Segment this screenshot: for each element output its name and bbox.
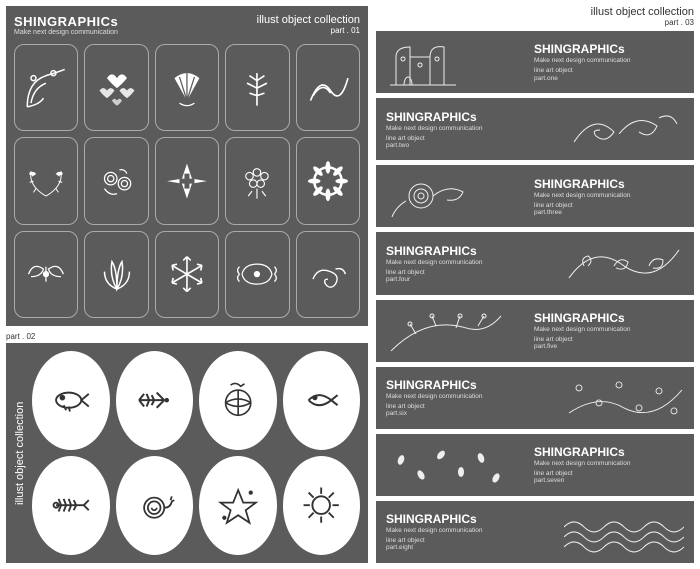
tile-laurel-wreath	[14, 137, 78, 224]
banner-text: SHINGRAPHICs Make next design communicat…	[386, 512, 536, 551]
banner-sub: line art objectpart.seven	[534, 470, 684, 484]
wave-pattern-icon	[564, 501, 684, 563]
banner-3: SHINGRAPHICs Make next design communicat…	[376, 165, 694, 227]
panel-02-wrap: part . 02 illust object collection	[6, 332, 368, 563]
banner-text: SHINGRAPHICs Make next design communicat…	[534, 445, 684, 484]
banner-brand: SHINGRAPHICs	[386, 378, 536, 392]
banner-sub: line art objectpart.four	[386, 269, 536, 283]
tile-star-cross	[155, 137, 219, 224]
right-column: illust object collection part . 03 SHING…	[376, 6, 694, 563]
rose-outline-icon	[386, 165, 506, 227]
banner-brand: SHINGRAPHICs	[386, 512, 536, 526]
banner-tagline: Make next design communication	[534, 192, 684, 199]
banner-2: SHINGRAPHICs Make next design communicat…	[376, 98, 694, 160]
banner-8: SHINGRAPHICs Make next design communicat…	[376, 501, 694, 563]
tile-plant-sprig	[225, 44, 289, 131]
left-column: SHINGRAPHICs Make next design communicat…	[6, 6, 368, 563]
tile-grid	[14, 44, 360, 318]
circle-fish-arrow	[116, 351, 193, 450]
banner-1: SHINGRAPHICs Make next design communicat…	[376, 31, 694, 93]
panel-02: illust object collection	[6, 343, 368, 563]
banner-sub: line art objectpart.five	[534, 336, 684, 350]
tile-roses	[84, 137, 148, 224]
panel-02-part: part . 02	[6, 332, 368, 341]
banner-tagline: Make next design communication	[386, 393, 536, 400]
right-collection-title: illust object collection	[376, 6, 694, 18]
banner-tagline: Make next design communication	[386, 259, 536, 266]
tile-swirl-cloud	[296, 231, 360, 318]
banner-7: SHINGRAPHICs Make next design communicat…	[376, 434, 694, 496]
brand-tagline: Make next design communication	[14, 29, 118, 36]
tile-bouquet	[225, 137, 289, 224]
banner-tagline: Make next design communication	[534, 460, 684, 467]
banner-brand: SHINGRAPHICs	[534, 177, 684, 191]
panel-01-header: SHINGRAPHICs Make next design communicat…	[14, 14, 360, 36]
tile-scroll-mirror	[14, 231, 78, 318]
banner-brand: SHINGRAPHICs	[386, 244, 536, 258]
circle-fish-simple	[283, 351, 360, 450]
banner-brand: SHINGRAPHICs	[534, 445, 684, 459]
banner-tagline: Make next design communication	[386, 125, 536, 132]
tile-ribbon-twist	[296, 44, 360, 131]
banner-list: SHINGRAPHICs Make next design communicat…	[376, 31, 694, 563]
tile-hearts-pattern	[84, 44, 148, 131]
banner-sub: line art objectpart.three	[534, 202, 684, 216]
banner-sub: line art objectpart.one	[534, 67, 684, 81]
circle-fishbone	[32, 456, 109, 555]
collection-title: illust object collection	[257, 14, 360, 26]
wind-swirls-icon	[564, 98, 684, 160]
brand-title: SHINGRAPHICs	[14, 14, 118, 29]
banner-brand: SHINGRAPHICs	[386, 110, 536, 124]
circle-sun	[283, 456, 360, 555]
banner-6: SHINGRAPHICs Make next design communicat…	[376, 367, 694, 429]
right-part-label: part . 03	[376, 18, 694, 27]
petal-scatter-icon	[386, 434, 506, 496]
right-header: illust object collection part . 03	[376, 6, 694, 27]
circle-fish-left	[32, 351, 109, 450]
panel-01: SHINGRAPHICs Make next design communicat…	[6, 6, 368, 326]
banner-text: SHINGRAPHICs Make next design communicat…	[386, 244, 536, 283]
banner-brand: SHINGRAPHICs	[534, 42, 684, 56]
banner-tagline: Make next design communication	[386, 527, 536, 534]
circle-snail	[116, 456, 193, 555]
banner-tagline: Make next design communication	[534, 326, 684, 333]
banner-4: SHINGRAPHICs Make next design communicat…	[376, 232, 694, 294]
branch-icon	[386, 300, 506, 362]
banner-text: SHINGRAPHICs Make next design communicat…	[534, 177, 684, 216]
castle-icon	[386, 31, 506, 93]
circle-globe-bird	[199, 351, 276, 450]
banner-sub: line art objectpart.six	[386, 403, 536, 417]
tile-lily	[84, 231, 148, 318]
circle-grid	[32, 351, 360, 555]
banner-text: SHINGRAPHICs Make next design communicat…	[386, 378, 536, 417]
tile-ornament-corner	[14, 44, 78, 131]
collection-block: illust object collection part . 01	[257, 14, 360, 35]
circle-starfish	[199, 456, 276, 555]
banner-sub: line art objectpart.two	[386, 135, 536, 149]
leafy-vine-icon	[564, 232, 684, 294]
tile-chrysanthemum	[296, 137, 360, 224]
part-label: part . 01	[257, 26, 360, 35]
tile-scroll-frame	[225, 231, 289, 318]
floral-scatter-icon	[564, 367, 684, 429]
banner-sub: line art objectpart.eight	[386, 537, 536, 551]
tile-snowflake	[155, 231, 219, 318]
tile-fan-shell	[155, 44, 219, 131]
banner-5: SHINGRAPHICs Make next design communicat…	[376, 300, 694, 362]
banner-text: SHINGRAPHICs Make next design communicat…	[534, 311, 684, 350]
banner-tagline: Make next design communication	[534, 57, 684, 64]
banner-text: SHINGRAPHICs Make next design communicat…	[534, 42, 684, 81]
panel-02-side-label: illust object collection	[14, 351, 26, 555]
banner-text: SHINGRAPHICs Make next design communicat…	[386, 110, 536, 149]
banner-brand: SHINGRAPHICs	[534, 311, 684, 325]
brand-block: SHINGRAPHICs Make next design communicat…	[14, 14, 118, 36]
